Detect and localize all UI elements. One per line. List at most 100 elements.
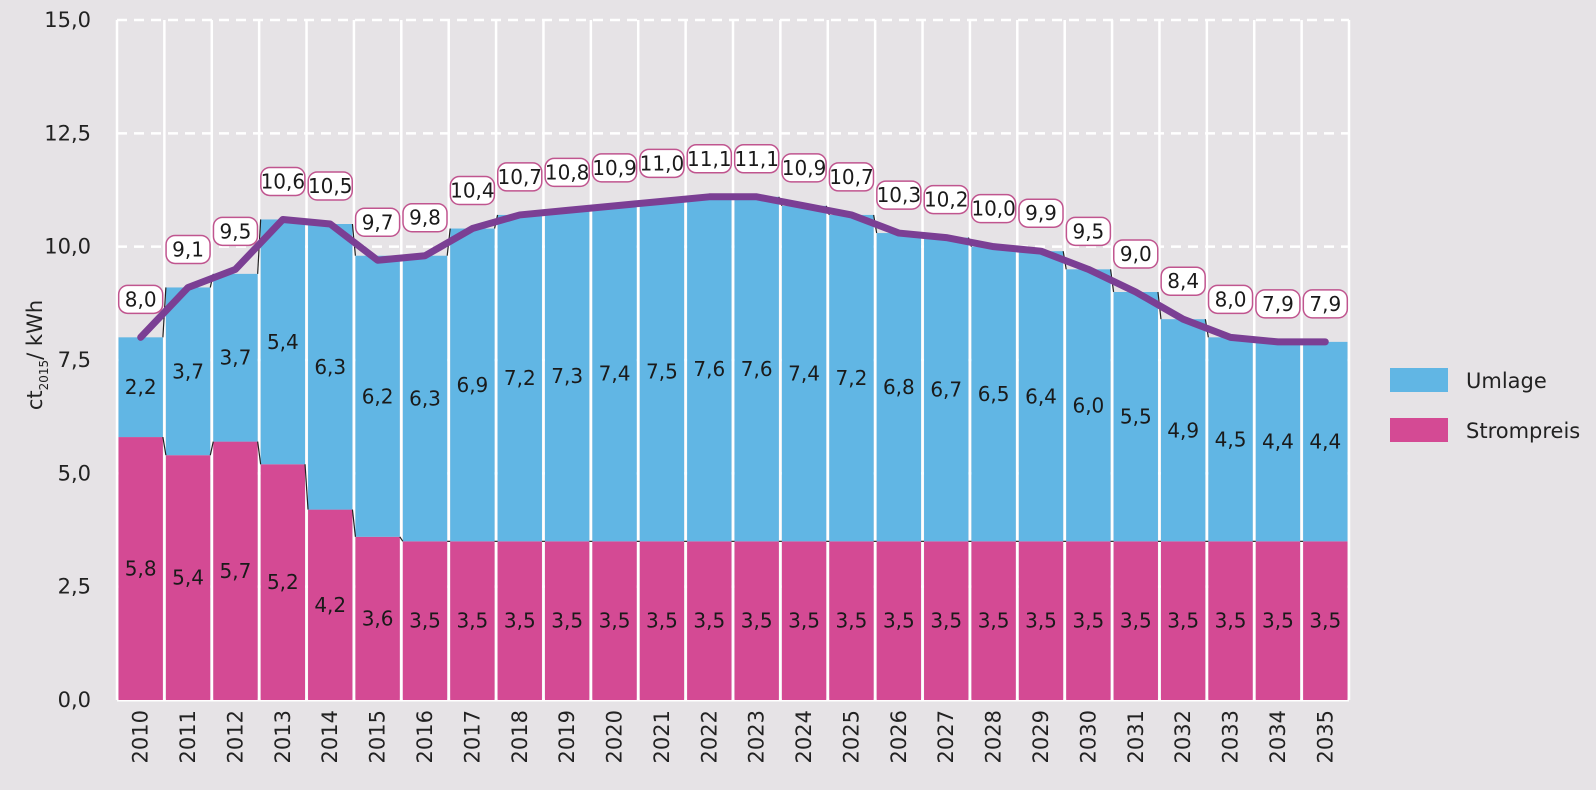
total-label-box	[828, 162, 875, 192]
total-label-box	[591, 153, 638, 183]
x-tick-label: 2030	[1076, 710, 1100, 763]
bar-strompreis	[829, 541, 874, 700]
bar-value-labels: 5,8 2,2 5,4 3,7 5,7 3,7 5,2 5,4 4,2 6,3 3,6 6,2 3,5 6…	[125, 330, 1341, 633]
total-label-box	[497, 162, 543, 192]
strompreis-connector	[304, 464, 309, 510]
y-tick-labels: 0,0 2,5 5,0 7,5 10,0 12,5 15,0	[44, 8, 91, 712]
total-value-label: 9,8	[409, 206, 441, 230]
x-tick-label: 2029	[1029, 710, 1053, 763]
total-label-box	[165, 234, 211, 265]
x-tick-label: 2018	[508, 710, 532, 763]
total-label-box	[686, 144, 733, 174]
bar-umlage	[544, 210, 590, 542]
strompreis-value-label: 3,5	[1072, 609, 1104, 633]
total-value-label: 10,5	[308, 174, 353, 198]
total-value-label: 10,2	[924, 188, 969, 212]
y-axis-label-subscript: 2015	[37, 360, 51, 391]
y-tick-label: 0,0	[58, 688, 91, 712]
bar-strompreis	[355, 536, 400, 700]
bar-strompreis	[1018, 541, 1064, 700]
x-tick-label: 2025	[839, 710, 863, 763]
bar-umlage	[971, 246, 1016, 542]
bar-strompreis	[1303, 541, 1348, 700]
strompreis-value-label: 3,5	[836, 609, 868, 633]
x-tick-label: 2012	[223, 710, 247, 763]
total-value-label: 9,1	[172, 237, 204, 261]
strompreis-value-label: 3,5	[599, 609, 631, 633]
strompreis-value-label: 3,5	[1025, 609, 1057, 633]
total-value-label: 10,0	[971, 197, 1016, 221]
umlage-value-label: 3,7	[220, 346, 252, 370]
x-tick-label: 2023	[745, 710, 769, 763]
x-tick-label: 2032	[1171, 710, 1195, 763]
strompreis-value-label: 3,5	[1309, 609, 1341, 633]
y-axis-label-main: ct	[23, 390, 47, 410]
umlage-value-label: 6,0	[1072, 393, 1104, 417]
total-value-label: 10,3	[877, 183, 922, 207]
x-tick-label: 2031	[1124, 710, 1148, 763]
y-tick-label: 12,5	[44, 121, 91, 145]
umlage-value-label: 7,2	[836, 366, 868, 390]
total-value-label: 8,0	[125, 287, 157, 311]
bar-strompreis	[781, 541, 827, 700]
bar-umlage	[876, 233, 922, 542]
total-value-label: 9,0	[1120, 242, 1152, 266]
umlage-value-label: 6,5	[978, 382, 1010, 406]
strompreis-value-label: 3,5	[551, 609, 583, 633]
strompreis-value-label: 3,6	[362, 606, 394, 630]
bar-strompreis	[544, 541, 590, 700]
umlage-value-label: 7,6	[693, 357, 725, 381]
bar-umlage	[260, 219, 306, 465]
bar-strompreis	[734, 541, 779, 700]
bar-umlage	[781, 205, 827, 542]
umlage-value-label: 2,2	[125, 375, 157, 399]
total-label-box	[1113, 239, 1159, 269]
x-tick-label: 2013	[271, 710, 295, 763]
strompreis-value-label: 3,5	[409, 609, 441, 633]
strompreis-connector	[209, 441, 214, 456]
bar-strompreis	[1066, 541, 1111, 700]
y-tick-label: 5,0	[58, 461, 91, 485]
total-label-box	[733, 144, 780, 174]
x-tick-label: 2034	[1266, 710, 1290, 763]
bar-umlage	[118, 337, 163, 438]
umlage-value-label: 7,2	[504, 366, 536, 390]
total-value-label: 10,6	[261, 169, 306, 193]
legend-swatch	[1390, 368, 1448, 392]
total-label-box	[402, 202, 448, 233]
total-value-label: 8,4	[1167, 269, 1199, 293]
x-tick-label: 2014	[318, 710, 342, 763]
bar-umlage	[829, 214, 874, 542]
total-label-box	[876, 180, 922, 210]
strompreis-value-label: 3,5	[504, 609, 536, 633]
bar-strompreis	[402, 541, 448, 700]
y-axis-label: ct2015/ kWh	[23, 300, 51, 410]
strompreis-value-label: 3,5	[646, 609, 678, 633]
total-label-box	[1018, 198, 1064, 228]
total-value-label: 10,9	[782, 156, 827, 180]
strompreis-value-label: 3,5	[930, 609, 962, 633]
umlage-value-label: 4,4	[1262, 430, 1294, 454]
strompreis-value-label: 3,5	[456, 609, 488, 633]
total-label-box	[260, 166, 306, 197]
x-tick-label: 2026	[887, 710, 911, 763]
umlage-value-label: 7,6	[741, 357, 773, 381]
x-tick-label: 2015	[366, 710, 390, 763]
total-label-box	[639, 148, 685, 179]
bar-umlage	[213, 273, 258, 442]
strompreis-value-label: 3,5	[883, 609, 915, 633]
legend-label: Umlage	[1466, 369, 1547, 393]
umlage-value-label: 4,5	[1215, 427, 1247, 451]
strompreis-value-label: 5,2	[267, 570, 299, 594]
bar-strompreis	[924, 541, 969, 700]
strompreis-value-label: 3,5	[788, 609, 820, 633]
total-label-box	[354, 207, 401, 238]
total-label-box	[117, 284, 164, 315]
total-value-label: 10,7	[829, 165, 874, 189]
x-tick-label: 2024	[792, 710, 816, 763]
strompreis-value-label: 3,5	[741, 609, 773, 633]
y-tick-label: 15,0	[44, 8, 91, 32]
bar-strompreis	[592, 541, 637, 700]
bar-umlage	[450, 228, 495, 542]
